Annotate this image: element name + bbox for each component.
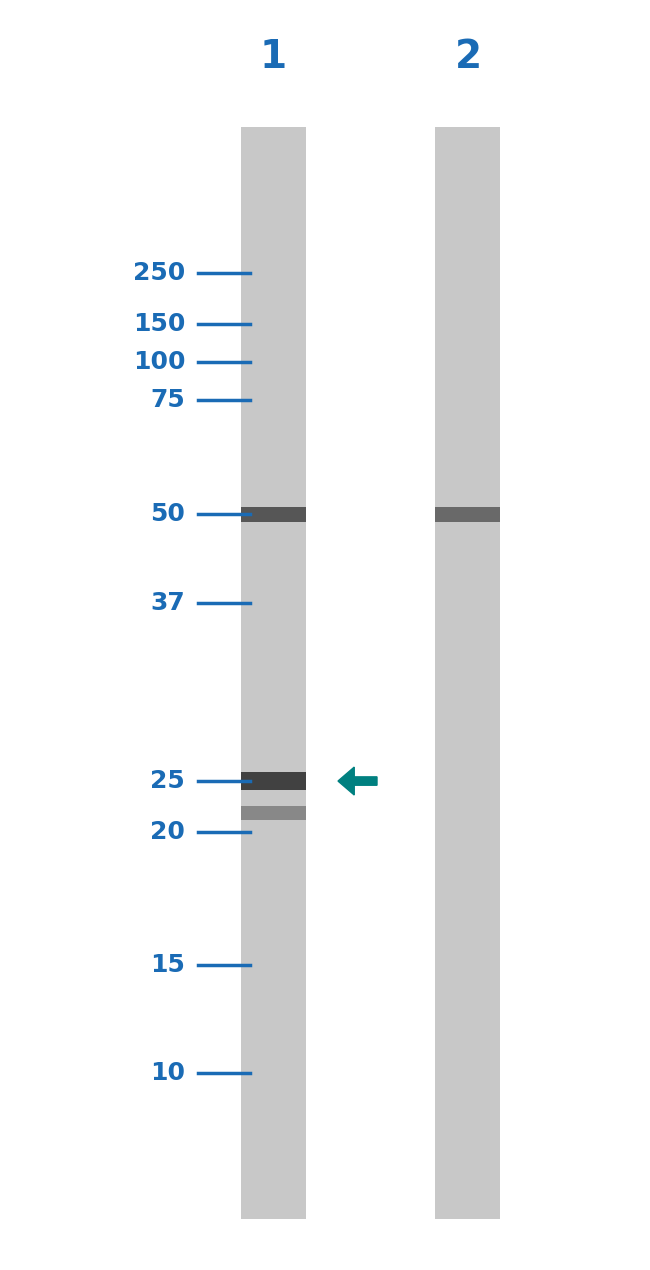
Text: 25: 25 [151, 770, 185, 792]
FancyBboxPatch shape [436, 127, 500, 1219]
FancyArrow shape [338, 767, 377, 795]
Text: 15: 15 [150, 954, 185, 977]
Text: 2: 2 [454, 38, 482, 76]
FancyBboxPatch shape [436, 507, 500, 522]
Text: 37: 37 [151, 592, 185, 615]
Text: 1: 1 [259, 38, 287, 76]
Text: 250: 250 [133, 262, 185, 284]
FancyBboxPatch shape [240, 772, 306, 790]
Text: 10: 10 [150, 1062, 185, 1085]
FancyBboxPatch shape [240, 127, 306, 1219]
Text: 50: 50 [150, 503, 185, 526]
Text: 75: 75 [151, 389, 185, 411]
Text: 20: 20 [150, 820, 185, 843]
FancyBboxPatch shape [240, 806, 306, 819]
Text: 150: 150 [133, 312, 185, 335]
FancyBboxPatch shape [240, 507, 306, 522]
Text: 100: 100 [133, 351, 185, 373]
